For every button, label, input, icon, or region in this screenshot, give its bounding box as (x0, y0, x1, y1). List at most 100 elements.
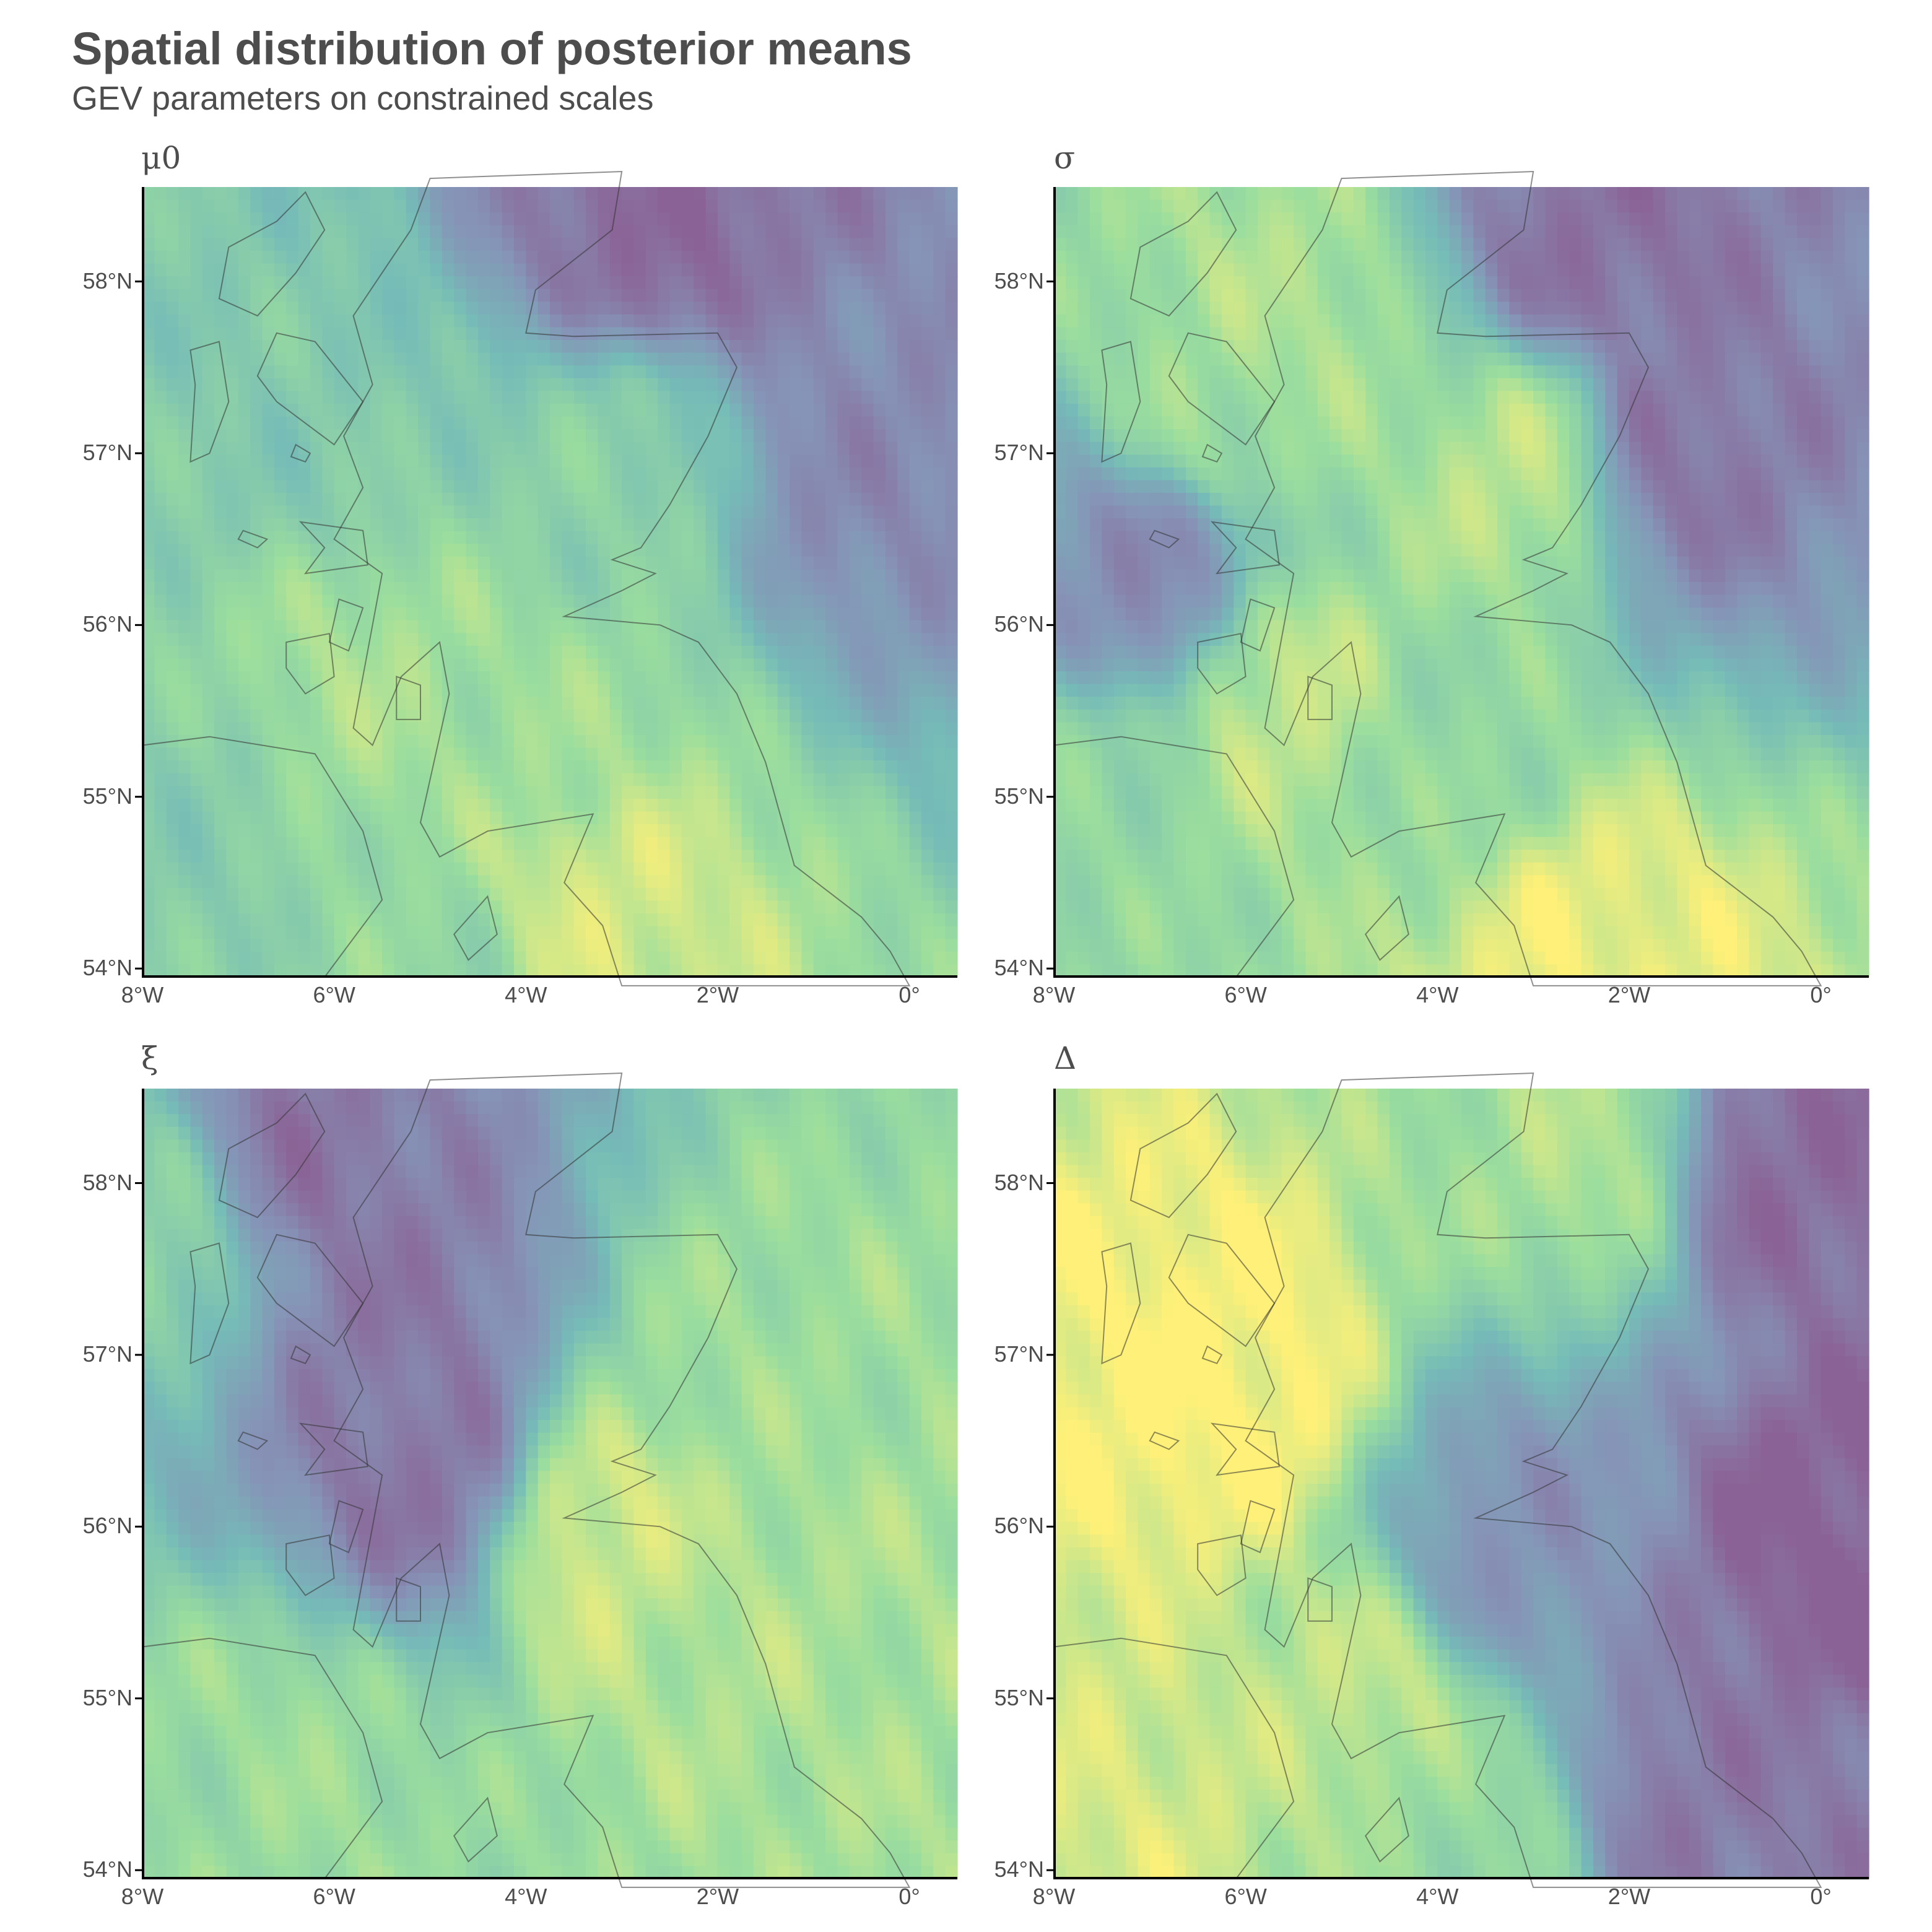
raster-cell (1185, 238, 1198, 251)
raster-cell (346, 480, 359, 494)
raster-cell (466, 645, 479, 659)
raster-cell (1533, 238, 1546, 251)
raster-cell (849, 340, 862, 354)
raster-cell (513, 289, 526, 302)
raster-cell (885, 327, 898, 341)
raster-cell (537, 773, 550, 786)
raster-cell (334, 722, 347, 736)
raster-cell (562, 722, 575, 736)
raster-cell (537, 289, 550, 302)
raster-cell (238, 518, 251, 532)
raster-cell (406, 302, 419, 315)
raster-cell (358, 900, 371, 914)
raster-cell (250, 900, 263, 914)
raster-cell (1162, 212, 1175, 226)
raster-cell (1665, 302, 1677, 315)
raster-cell (454, 531, 467, 544)
raster-cell (1821, 238, 1834, 251)
raster-cell (286, 824, 299, 838)
raster-cell (729, 199, 742, 213)
raster-cell (873, 225, 886, 238)
raster-cell (622, 225, 635, 238)
raster-cell (586, 658, 599, 672)
raster-cell (454, 645, 467, 659)
raster-cell (238, 582, 251, 596)
raster-cell (250, 187, 263, 201)
raster-cell (921, 365, 934, 379)
raster-cell (550, 569, 562, 583)
raster-cell (406, 365, 419, 379)
raster-cell (573, 926, 586, 939)
raster-cell (573, 276, 586, 290)
raster-cell (142, 352, 155, 366)
raster-cell (358, 276, 371, 290)
raster-cell (790, 620, 803, 633)
raster-cell (1066, 289, 1079, 302)
raster-cell (382, 467, 395, 481)
raster-cell (490, 225, 503, 238)
raster-cell (477, 850, 490, 863)
raster-cell (298, 645, 311, 659)
raster-cell (298, 340, 311, 354)
coastline-path (256, 332, 364, 446)
raster-cell (154, 276, 167, 290)
raster-cell (669, 964, 682, 978)
raster-cell (250, 314, 263, 328)
raster-cell (477, 429, 490, 443)
raster-cell (406, 722, 419, 736)
raster-cell (310, 709, 323, 723)
raster-cell (658, 302, 671, 315)
raster-cell (717, 811, 730, 825)
raster-cell (681, 607, 694, 621)
raster-cell (1449, 263, 1462, 277)
raster-cell (586, 747, 599, 761)
raster-cell (166, 225, 179, 238)
raster-cell (741, 620, 754, 633)
raster-cell (346, 913, 359, 927)
raster-cell (142, 429, 155, 443)
raster-cell (598, 416, 611, 430)
raster-cell (694, 951, 707, 965)
raster-cell (885, 582, 898, 596)
raster-cell (537, 518, 550, 532)
raster-cell (837, 467, 850, 481)
raster-cell (190, 964, 203, 978)
raster-cell (633, 582, 646, 596)
raster-cell (813, 518, 826, 532)
raster-cell (1557, 225, 1570, 238)
raster-cell (705, 556, 718, 570)
raster-cell (573, 582, 586, 596)
raster-cell (286, 645, 299, 659)
raster-cell (238, 263, 251, 277)
raster-cell (154, 633, 167, 646)
raster-cell (418, 760, 431, 774)
raster-cell (885, 709, 898, 723)
raster-cell (633, 403, 646, 417)
raster-cell (382, 556, 395, 570)
raster-cell (214, 594, 227, 608)
raster-cell (550, 340, 562, 354)
raster-cell (921, 824, 934, 838)
raster-cell (142, 645, 155, 659)
raster-cell (801, 238, 814, 251)
raster-cell (513, 403, 526, 417)
raster-cell (741, 926, 754, 939)
raster-cell (861, 645, 874, 659)
raster-cell (754, 811, 766, 825)
raster-cell (190, 492, 203, 507)
raster-cell (622, 403, 635, 417)
raster-cell (741, 378, 754, 391)
raster-cell (825, 722, 838, 736)
raster-cell (166, 658, 179, 672)
raster-cell (442, 263, 455, 277)
raster-cell (430, 607, 443, 621)
raster-cell (933, 594, 946, 608)
raster-cell (406, 569, 419, 583)
raster-cell (1173, 187, 1186, 201)
raster-cell (370, 518, 383, 532)
raster-cell (537, 722, 550, 736)
raster-cell (358, 722, 371, 736)
raster-cell (394, 964, 407, 978)
raster-cell (394, 951, 407, 965)
raster-cell (873, 505, 886, 519)
